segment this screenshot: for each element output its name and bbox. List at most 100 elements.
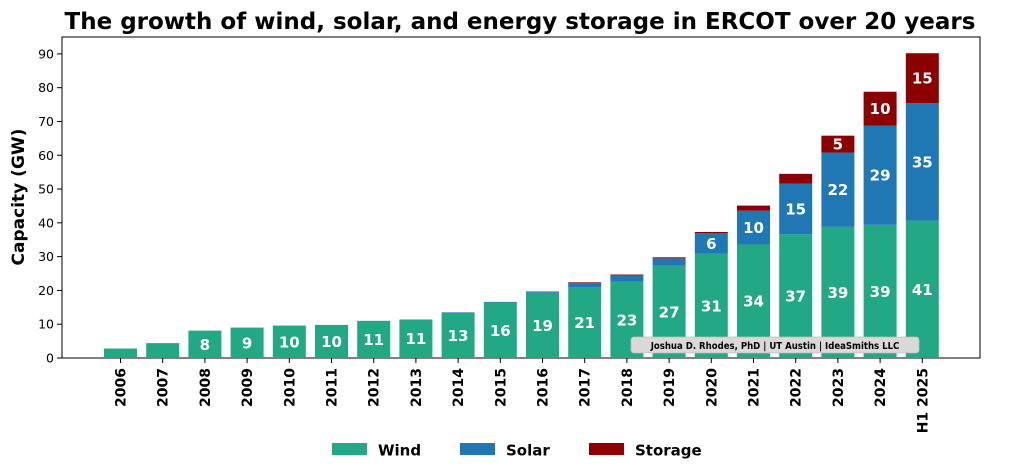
x-tick-label: 2008	[198, 368, 214, 407]
legend-label: Wind	[378, 442, 421, 460]
data-label-storage: 5	[833, 136, 843, 154]
data-label-wind: 41	[912, 281, 933, 299]
annotation-box	[630, 336, 920, 354]
bar-wind-2013	[399, 319, 433, 358]
bar-solar-2016	[526, 291, 559, 293]
data-label-wind: 19	[532, 317, 553, 335]
x-tick-label: 2023	[831, 368, 847, 407]
x-tick-label: 2012	[367, 368, 383, 407]
y-axis-label: Capacity (GW)	[9, 129, 29, 266]
x-tick-label: 2009	[240, 368, 256, 407]
data-label-wind: 39	[870, 283, 891, 301]
data-label-storage: 10	[870, 100, 891, 118]
data-label-wind: 37	[785, 288, 806, 306]
annotation-text: Joshua D. Rhodes, PhD | UT Austin | Idea…	[650, 341, 900, 352]
bar-wind-2023	[821, 226, 855, 358]
legend-item-wind: Wind	[332, 442, 421, 460]
legend: Wind Solar Storage	[332, 442, 702, 460]
y-tick-label: 20	[38, 283, 54, 298]
x-tick-label: 2007	[156, 368, 172, 407]
x-tick-label: 2014	[451, 368, 467, 407]
legend-swatch	[332, 443, 367, 455]
y-tick-label: 10	[38, 317, 54, 332]
data-label-wind: 8	[200, 336, 210, 354]
legend-item-storage: Storage	[589, 442, 702, 460]
plot-area: 0 10 20 30 40 50 60 70 80 90 2006 2007 8 2008 9 2009 10 2…	[38, 36, 981, 433]
data-label-wind: 23	[616, 311, 637, 329]
y-tick-label: 50	[38, 182, 54, 197]
bar-solar-2019	[652, 258, 686, 266]
data-label-wind: 31	[701, 297, 722, 315]
bar-wind-2011	[315, 324, 348, 358]
data-label-wind: 11	[363, 331, 384, 349]
bar-wind-2012	[357, 320, 391, 358]
y-tick-label: 90	[38, 46, 54, 61]
bar-solar-2023	[821, 152, 855, 227]
data-label-wind: 39	[827, 284, 848, 302]
bar-storage-2020	[694, 231, 728, 234]
data-label-solar: 6	[706, 235, 716, 253]
data-label-wind: 16	[490, 322, 511, 340]
plot-frame	[61, 36, 981, 359]
y-tick-label: 60	[38, 148, 54, 163]
data-label-solar: 29	[870, 167, 891, 185]
x-tick-label: 2011	[325, 368, 341, 407]
data-label-wind: 10	[279, 333, 300, 351]
y-tick-label: 30	[38, 249, 54, 264]
x-tick-label: 2024	[873, 368, 889, 407]
bar-storage-2021	[737, 205, 770, 211]
bar-wind-h1-2025	[905, 220, 939, 358]
y-tick-label: 70	[38, 114, 54, 129]
attribution-annotation: Joshua D. Rhodes, PhD | UT Austin | Idea…	[630, 336, 920, 354]
x-tick-label: 2022	[789, 368, 805, 407]
bar-storage-h1-2025	[905, 53, 939, 104]
data-label-wind: 10	[321, 333, 342, 351]
legend-label: Solar	[506, 442, 550, 460]
bar-wind-2017	[568, 287, 602, 358]
data-label-wind: 13	[448, 327, 469, 345]
bar-wind-2009	[230, 327, 264, 358]
legend-swatch	[460, 443, 495, 455]
chart-title: The growth of wind, solar, and energy st…	[65, 9, 976, 35]
bar-wind-2007	[146, 343, 180, 358]
bar-storage-2019	[652, 257, 686, 259]
data-label-wind: 11	[405, 330, 426, 348]
bar-wind-2014	[441, 312, 475, 358]
x-tick-label: 2006	[114, 368, 130, 407]
bar-storage-2024	[863, 91, 897, 126]
bar-solar-2021	[737, 210, 770, 245]
bar-wind-2006	[104, 348, 137, 358]
data-label-storage: 15	[912, 70, 933, 88]
x-tick-label: 2021	[747, 368, 763, 407]
bar-storage-2022	[779, 173, 813, 184]
bar-storage-2023	[821, 135, 855, 153]
bar-solar-2017	[568, 282, 602, 288]
data-label-wind: 34	[743, 293, 764, 311]
bar-solar-2020	[694, 233, 728, 254]
data-label-solar: 10	[743, 219, 764, 237]
bar-wind-2016	[526, 292, 559, 358]
legend-swatch	[589, 443, 624, 455]
data-label-solar: 15	[785, 200, 806, 218]
x-tick-label: 2019	[662, 368, 678, 407]
data-label-solar: 35	[912, 154, 933, 172]
bar-wind-2015	[483, 302, 517, 358]
bar-solar-2024	[863, 125, 897, 225]
data-label-wind: 21	[574, 314, 595, 332]
bar-solar-2022	[779, 183, 813, 235]
y-tick-label: 0	[46, 351, 54, 366]
bar-solar-h1-2025	[905, 103, 939, 221]
bar-wind-2010	[272, 325, 306, 358]
legend-label: Storage	[635, 442, 702, 460]
bar-storage-2017	[568, 282, 602, 283]
bar-wind-2008	[188, 330, 222, 358]
x-tick-label: 2010	[282, 368, 298, 407]
bar-solar-2014	[441, 312, 475, 313]
data-label-solar: 22	[827, 181, 848, 199]
y-tick-label: 40	[38, 215, 54, 230]
x-tick-label: 2013	[409, 368, 425, 407]
x-tick-label: 2018	[620, 368, 636, 407]
bar-storage-2018	[610, 274, 644, 276]
bar-solar-2015	[483, 301, 517, 303]
